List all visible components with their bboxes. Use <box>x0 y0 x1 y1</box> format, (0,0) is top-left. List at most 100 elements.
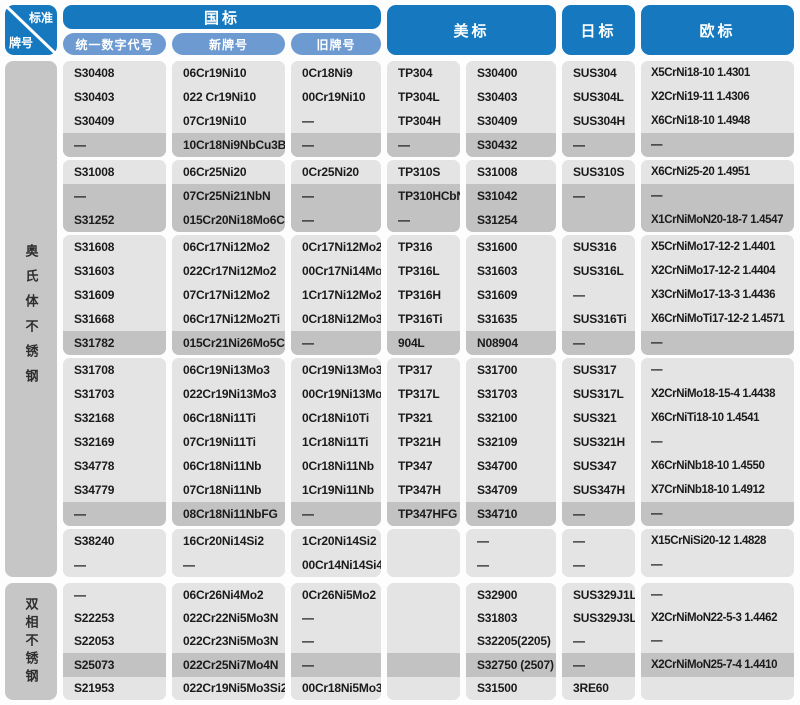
section-label-austenitic: 奥氏体不锈钢 <box>5 61 57 577</box>
grade-cell: 022 Cr19Ni10 <box>172 85 285 109</box>
subheader-old-grade: 旧牌号 <box>291 33 381 55</box>
grade-cell <box>387 676 460 700</box>
row-group-card: S30400 S30403 S30409 S30432 <box>466 61 556 157</box>
grade-cell: 1Cr19Ni11Nb <box>291 478 381 502</box>
grade-cell: S22053 <box>63 629 166 654</box>
gb-subheaders: 统一数字代号 新牌号 旧牌号 <box>63 33 381 55</box>
grade-cell: S31042 <box>466 184 556 208</box>
grade-cell: — <box>291 606 381 630</box>
grade-cell <box>387 583 460 607</box>
grade-cell: S32750 (2507) <box>466 653 556 677</box>
grade-cell: SUS347 <box>562 454 635 478</box>
grade-cell: S32169 <box>63 430 166 454</box>
row-group-card: S31600 S31603 S31609 S31635 N08904 <box>466 235 556 355</box>
grade-cell: S31252 <box>63 208 166 232</box>
grade-cell: 08Cr18Ni11NbFG <box>172 502 285 526</box>
grade-cell: S31500 <box>466 676 556 700</box>
grade-cell: S21953 <box>63 676 166 700</box>
grade-cell: — <box>291 502 381 526</box>
grade-cell: — <box>291 331 381 355</box>
grade-cell: 16Cr20Ni14Si2 <box>172 529 285 553</box>
row-group-card: X5CrNi18-10 1.4301 X2CrNi19-11 1.4306 X6Cr… <box>641 61 794 157</box>
grade-cell: 1Cr18Ni11Ti <box>291 430 381 454</box>
row-group-card: S30408 S30403 S30409— <box>63 61 166 157</box>
grade-cell: — <box>63 133 166 157</box>
section-label-text: 双相不锈钢 <box>23 596 39 687</box>
corner-label-grade: 牌号 <box>9 36 34 50</box>
grade-cell: 07Cr18Ni11Nb <box>172 478 285 502</box>
grade-cell: 06Cr17Ni12Mo2Ti <box>172 307 285 331</box>
grade-cell: TP321H <box>387 430 460 454</box>
grade-cell: 06Cr18Ni11Ti <box>172 406 285 430</box>
grade-cell: 06Cr18Ni11Nb <box>172 454 285 478</box>
grade-cell: SUS321H <box>562 430 635 454</box>
grade-cell: 022Cr19Ni5Mo3Si2N <box>172 676 285 700</box>
grade-cell: — <box>291 184 381 208</box>
grade-cell: 06Cr25Ni20 <box>172 160 285 184</box>
grade-cell: 0Cr18Ni12Mo3Ti <box>291 307 381 331</box>
row-group-card: TP316 TP316L TP316H TP316Ti 904L <box>387 235 460 355</box>
table-column-5: S30400 S30403 S30409 S30432 S31008 S31042 S312… <box>466 61 556 700</box>
grade-cell: — <box>562 502 635 526</box>
grade-cell: X6CrNiNb18-10 1.4550 <box>641 454 794 478</box>
grade-cell: SUS329J3L <box>562 606 635 630</box>
grade-cell: X6CrNi25-20 1.4951 <box>641 160 794 184</box>
grade-cell: 022Cr22Ni5Mo3N <box>172 606 285 630</box>
grade-cell: — <box>641 331 794 355</box>
grade-cell: 904L <box>387 331 460 355</box>
grade-cell: — <box>641 502 794 526</box>
grade-cell: — <box>562 331 635 355</box>
row-group-card: SUS304 SUS304L SUS304H — <box>562 61 635 157</box>
header-jp: 日标 <box>562 5 635 55</box>
header-group-gb: 国标 统一数字代号 新牌号 旧牌号 <box>63 5 381 55</box>
row-group-card: S38240— <box>63 529 166 577</box>
grade-cell: N08904 <box>466 331 556 355</box>
row-group-card: 0Cr18Ni9 00Cr19Ni10— — <box>291 61 381 157</box>
grade-cell: — <box>562 553 635 577</box>
grade-cell: S30408 <box>63 61 166 85</box>
grade-cell: S31609 <box>466 283 556 307</box>
table-column-4: TP304 TP304L TP304H — TP310S TP310HCbN — TP316 T… <box>387 61 460 700</box>
grade-cell: SUS316L <box>562 259 635 283</box>
grade-cell: — <box>172 553 285 577</box>
table-column-3: 0Cr18Ni9 00Cr19Ni10— —0Cr25Ni20— —0Cr17Ni12… <box>291 61 381 700</box>
grade-cell: S34779 <box>63 478 166 502</box>
grade-cell: 06Cr17Ni12Mo2 <box>172 235 285 259</box>
grade-cell: S30409 <box>63 109 166 133</box>
row-group-card: — X2CrNiMo18-15-4 1.4438 X6CrNiTi18-10 1.4… <box>641 358 794 526</box>
corner-cell: 标准 牌号 <box>5 5 57 55</box>
grade-cell: — <box>641 553 794 577</box>
row-group-card: 06Cr26Ni4Mo2 022Cr22Ni5Mo3N 022Cr23Ni5Mo3N… <box>172 583 285 700</box>
row-group-card: 06Cr19Ni10 022 Cr19Ni10 07Cr19Ni10 10Cr18Ni… <box>172 61 285 157</box>
grade-cell: 06Cr19Ni13Mo3 <box>172 358 285 382</box>
grade-cell: S34710 <box>466 502 556 526</box>
grade-cell: X2CrNiMoN22-5-3 1.4462 <box>641 606 794 630</box>
grade-cell: 07Cr19Ni10 <box>172 109 285 133</box>
grade-cell: 06Cr26Ni4Mo2 <box>172 583 285 607</box>
grade-cell: 022Cr17Ni12Mo2 <box>172 259 285 283</box>
row-group-card <box>387 529 460 577</box>
grade-cell: S22253 <box>63 606 166 630</box>
row-group-card: — — <box>466 529 556 577</box>
section-labels-column: 奥氏体不锈钢双相不锈钢 <box>5 61 57 700</box>
grade-cell: 00Cr17Ni14Mo2 <box>291 259 381 283</box>
row-group-card: S31008— S31252 <box>63 160 166 232</box>
row-group-card: 16Cr20Ni14Si2— <box>172 529 285 577</box>
grade-cell: SUS316Ti <box>562 307 635 331</box>
grade-cell: TP304L <box>387 85 460 109</box>
corner-label-standard: 标准 <box>28 11 53 25</box>
header-gb: 国标 <box>63 5 381 29</box>
grade-cell: S31708 <box>63 358 166 382</box>
grade-cell: S32168 <box>63 406 166 430</box>
row-group-card: — — <box>562 529 635 577</box>
row-group-card: 0Cr17Ni12Mo2 00Cr17Ni14Mo2 1Cr17Ni12Mo2 0Cr… <box>291 235 381 355</box>
grade-cell: — <box>641 629 794 654</box>
grade-cell: 015Cr20Ni18Mo6CuN <box>172 208 285 232</box>
grade-cell: 022Cr25Ni7Mo4N <box>172 653 285 677</box>
grade-cell: S30409 <box>466 109 556 133</box>
grade-cell: — <box>291 208 381 232</box>
grade-cell: — <box>387 133 460 157</box>
grade-cell: — <box>562 133 635 157</box>
grade-cell: 00Cr14Ni14Si4 <box>291 553 381 577</box>
grade-cell: 022Cr23Ni5Mo3N <box>172 629 285 654</box>
